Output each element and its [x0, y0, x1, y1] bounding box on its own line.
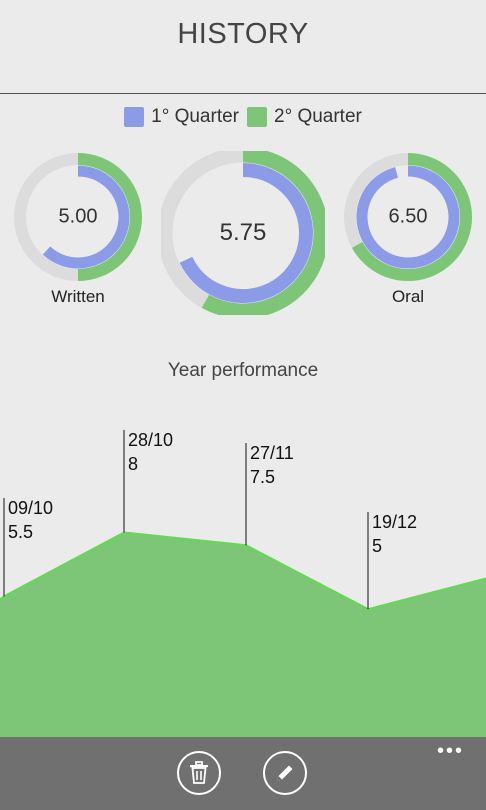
trash-icon [190, 761, 208, 784]
donut-arc-q1 [179, 163, 313, 303]
donut-label-written: Written [51, 287, 105, 306]
donut-arc-q1 [356, 165, 460, 269]
pencil-icon [277, 765, 293, 781]
donut-arc-q2 [351, 153, 472, 281]
more-button[interactable]: ••• [436, 740, 464, 762]
legend-swatch-q2 [247, 107, 267, 127]
point-value-label: 7.5 [250, 467, 275, 487]
legend-item-q1: 1° Quarter [124, 106, 239, 128]
donut-written[interactable]: 5.00 Written [10, 149, 146, 306]
point-date-label: 19/12 [372, 512, 417, 532]
legend-label-q2: 2° Quarter [274, 106, 362, 127]
point-date-label: 27/11 [250, 443, 294, 463]
edit-button[interactable] [263, 751, 307, 795]
point-date-label: 28/10 [128, 430, 173, 450]
header: HISTORY [0, 0, 486, 94]
donut-arc-q2 [201, 151, 325, 315]
point-value-label: 5.5 [8, 522, 33, 542]
legend-item-q2: 2° Quarter [247, 106, 362, 128]
legend: 1° Quarter 2° Quarter [0, 106, 486, 128]
legend-swatch-q1 [124, 107, 145, 127]
donut-value-overall: 5.75 [219, 219, 267, 246]
donut-arc-q2 [77, 153, 142, 281]
point-value-label: 8 [128, 454, 138, 474]
year-performance-chart: 09/10 5.5 28/10 8 27/11 7.5 19/12 5 [0, 430, 486, 737]
donut-arc-q1 [42, 165, 130, 269]
page-title: HISTORY [177, 18, 309, 50]
donut-label-oral: Oral [391, 287, 425, 306]
area-fill [0, 532, 486, 737]
donut-value-written: 5.00 [58, 205, 98, 228]
point-value-label: 5 [372, 536, 382, 556]
point-date-label: 09/10 [8, 498, 53, 518]
delete-button[interactable] [177, 751, 221, 795]
donut-overall[interactable]: 5.75 [161, 151, 325, 315]
year-performance-title: Year performance [167, 360, 319, 381]
donut-value-oral: 6.50 [388, 205, 428, 228]
donut-oral[interactable]: 6.50 Oral [340, 149, 476, 306]
legend-label-q1: 1° Quarter [151, 106, 239, 127]
area-line [0, 531, 486, 611]
app-bar: ••• [0, 737, 486, 810]
